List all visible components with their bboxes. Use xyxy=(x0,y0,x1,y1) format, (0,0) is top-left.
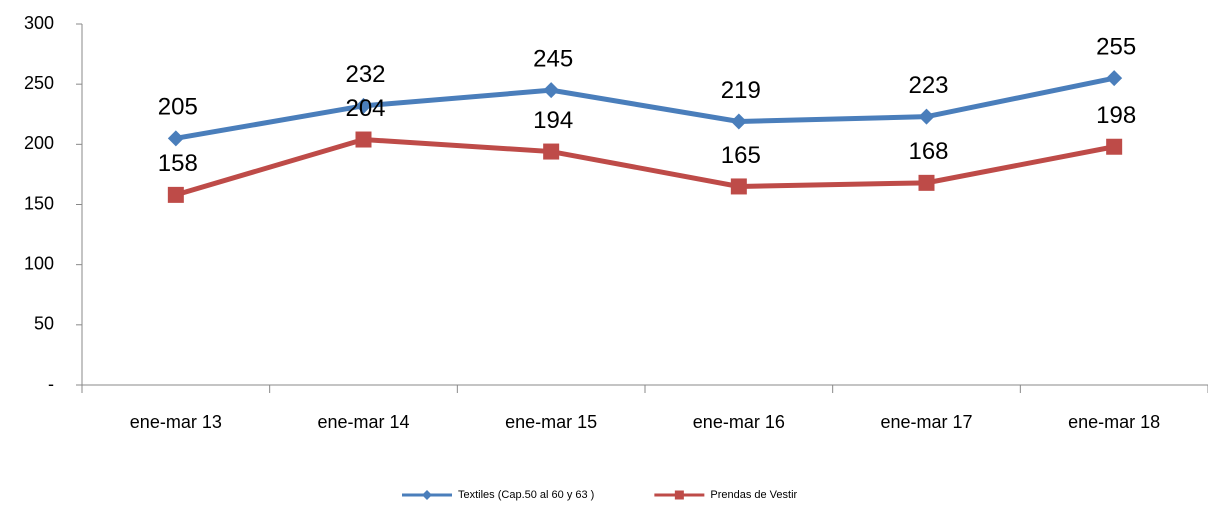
data-label: 194 xyxy=(533,107,573,134)
y-tick-label: 100 xyxy=(24,253,54,273)
x-tick-label: ene-mar 16 xyxy=(693,412,785,432)
data-label: 219 xyxy=(721,77,761,104)
data-label: 165 xyxy=(721,142,761,169)
point xyxy=(167,186,184,203)
point xyxy=(730,113,747,130)
legend-marker xyxy=(674,490,684,500)
x-tick-label: ene-mar 18 xyxy=(1068,412,1160,432)
y-tick-label: 50 xyxy=(34,314,54,334)
point xyxy=(167,130,184,147)
data-label: 204 xyxy=(345,95,385,122)
point xyxy=(543,143,560,160)
legend-marker xyxy=(422,490,432,500)
data-label: 168 xyxy=(908,138,948,165)
data-label: 158 xyxy=(158,150,198,177)
line xyxy=(175,136,1115,198)
point xyxy=(730,178,747,195)
legend-label: Textiles (Cap.50 al 60 y 63 ) xyxy=(458,489,594,501)
point xyxy=(1106,138,1123,155)
point xyxy=(918,108,935,125)
y-tick-label: 250 xyxy=(24,73,54,93)
data-label: 223 xyxy=(908,72,948,99)
point xyxy=(355,97,372,114)
data-label: 198 xyxy=(1096,102,1136,129)
y-tick-label: 300 xyxy=(24,13,54,33)
legend-label: Prendas de Vestir xyxy=(710,489,797,501)
data-label: 255 xyxy=(1096,33,1136,60)
data-label: 205 xyxy=(158,94,198,121)
point xyxy=(355,131,372,148)
data-label: 232 xyxy=(345,61,385,88)
data-label: 245 xyxy=(533,46,573,73)
y-tick-label: 200 xyxy=(24,133,54,153)
point xyxy=(1106,70,1123,87)
y-tick-label: - xyxy=(48,374,54,394)
x-tick-label: ene-mar 13 xyxy=(130,412,222,432)
point xyxy=(918,174,935,191)
y-tick-label: 150 xyxy=(24,193,54,213)
x-tick-label: ene-mar 17 xyxy=(880,412,972,432)
x-tick-label: ene-mar 14 xyxy=(317,412,409,432)
x-tick-label: ene-mar 15 xyxy=(505,412,597,432)
line xyxy=(175,75,1115,141)
point xyxy=(543,82,560,99)
